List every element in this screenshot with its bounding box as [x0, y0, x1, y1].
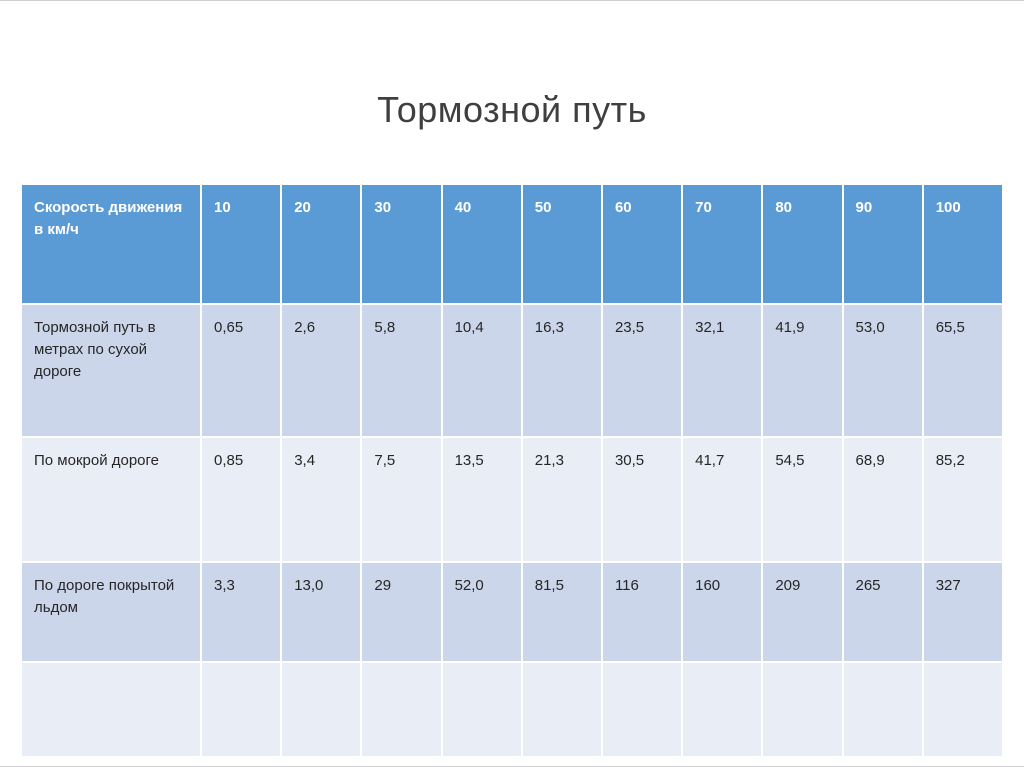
value-cell: 52,0 [440, 561, 523, 663]
table-body: Тормозной путь в метрах по сухой дороге 0… [20, 303, 1005, 758]
value-cell: 5,8 [360, 303, 443, 438]
row-label-cell: По дороге покрытой льдом [20, 561, 202, 663]
table-row: Тормозной путь в метрах по сухой дороге 0… [20, 303, 1005, 438]
empty-cell [199, 661, 283, 758]
value-cell: 81,5 [520, 561, 603, 663]
value-cell: 32,1 [681, 303, 764, 438]
value-cell: 0,65 [199, 303, 283, 438]
empty-cell [440, 661, 523, 758]
empty-cell [600, 661, 684, 758]
value-cell: 7,5 [360, 436, 443, 563]
column-header-cell: 10 [199, 183, 283, 305]
value-cell: 30,5 [600, 436, 684, 563]
value-cell: 68,9 [841, 436, 924, 563]
value-cell: 3,3 [199, 561, 283, 663]
value-cell: 29 [360, 561, 443, 663]
column-header-cell: 60 [600, 183, 684, 305]
value-cell: 85,2 [921, 436, 1005, 563]
value-cell: 21,3 [520, 436, 603, 563]
speed-header-cell: Скорость движения в км/ч [20, 183, 202, 305]
empty-cell [761, 661, 844, 758]
value-cell: 54,5 [761, 436, 844, 563]
value-cell: 160 [681, 561, 764, 663]
value-cell: 41,7 [681, 436, 764, 563]
value-cell: 41,9 [761, 303, 844, 438]
empty-cell [280, 661, 363, 758]
empty-cell [20, 661, 202, 758]
slide-title: Тормозной путь [377, 89, 647, 130]
value-cell: 116 [600, 561, 684, 663]
value-cell: 327 [921, 561, 1005, 663]
column-header-cell: 50 [520, 183, 603, 305]
braking-distance-table: Скорость движения в км/ч 10 20 30 40 50 60 70 8… [20, 183, 1005, 758]
value-cell: 16,3 [520, 303, 603, 438]
value-cell: 3,4 [280, 436, 363, 563]
value-cell: 65,5 [921, 303, 1005, 438]
empty-cell [681, 661, 764, 758]
value-cell: 0,85 [199, 436, 283, 563]
empty-row [20, 661, 1005, 758]
value-cell: 13,0 [280, 561, 363, 663]
value-cell: 23,5 [600, 303, 684, 438]
value-cell: 209 [761, 561, 844, 663]
column-header-cell: 20 [280, 183, 363, 305]
value-cell: 10,4 [440, 303, 523, 438]
column-header-cell: 40 [440, 183, 523, 305]
row-label-cell: По мокрой дороге [20, 436, 202, 563]
empty-cell [921, 661, 1005, 758]
data-table: Скорость движения в км/ч 10 20 30 40 50 60 70 8… [20, 183, 1005, 758]
row-label-cell: Тормозной путь в метрах по сухой дороге [20, 303, 202, 438]
column-header-cell: 100 [921, 183, 1005, 305]
value-cell: 13,5 [440, 436, 523, 563]
column-header-cell: 80 [761, 183, 844, 305]
value-cell: 2,6 [280, 303, 363, 438]
empty-cell [841, 661, 924, 758]
table-row: По мокрой дороге 0,85 3,4 7,5 13,5 21,3 30,5 41… [20, 436, 1005, 563]
empty-cell [520, 661, 603, 758]
empty-cell [360, 661, 443, 758]
value-cell: 53,0 [841, 303, 924, 438]
column-header-cell: 90 [841, 183, 924, 305]
value-cell: 265 [841, 561, 924, 663]
column-header-cell: 70 [681, 183, 764, 305]
table-row: По дороге покрытой льдом 3,3 13,0 29 52,0 81,… [20, 561, 1005, 663]
table-header-row: Скорость движения в км/ч 10 20 30 40 50 60 70 8… [20, 183, 1005, 305]
column-header-cell: 30 [360, 183, 443, 305]
